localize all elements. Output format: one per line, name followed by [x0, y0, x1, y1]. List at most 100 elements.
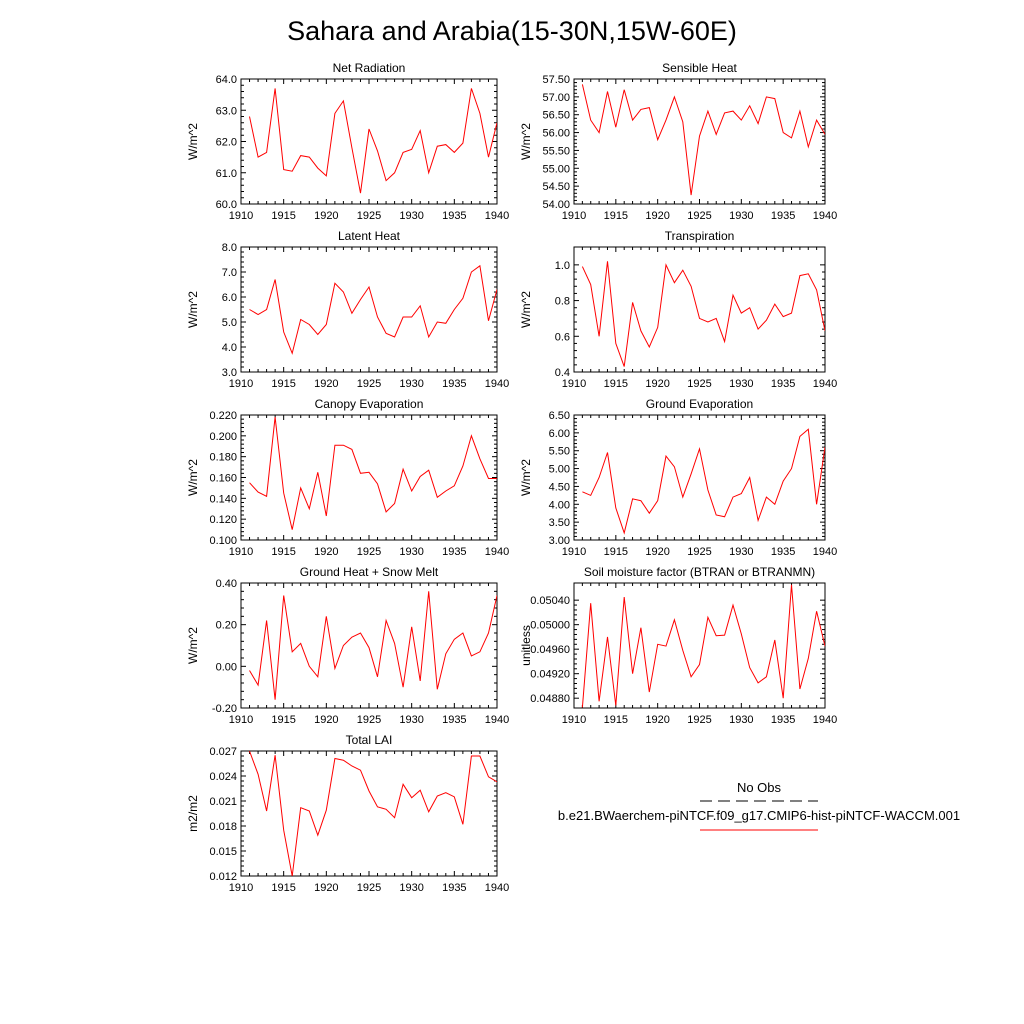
- y-tick-label: 3.0: [222, 367, 237, 379]
- x-tick-label: 1925: [357, 714, 381, 726]
- y-axis-label: W/m^2: [519, 291, 533, 328]
- y-tick-label: 0.024: [209, 771, 237, 783]
- series-line-soil-moisture-factor-btran-or-btranmn: [581, 584, 825, 708]
- panels: 1910 1915 1920 1925 1930 1935 1940 60.0 61.0 62.0…: [186, 61, 837, 894]
- x-tick-label: 1935: [442, 882, 466, 894]
- y-tick-label: 62.0: [216, 137, 237, 149]
- x-tick-label: 1935: [442, 546, 466, 558]
- x-tick-label: 1925: [357, 210, 381, 222]
- x-tick-label: 1915: [604, 546, 628, 558]
- y-tick-label: 3.00: [549, 535, 570, 547]
- x-tick-label: 1935: [442, 378, 466, 390]
- x-tick-label: 1940: [813, 378, 837, 390]
- x-tick-label: 1910: [229, 210, 253, 222]
- panel-latent-heat: 1910 1915 1920 1925 1930 1935 1940 3.0 4.0 5.0 6.0…: [186, 229, 509, 390]
- y-tick-label: 55.50: [542, 145, 570, 157]
- x-tick-label: 1915: [604, 714, 628, 726]
- y-axis-label: W/m^2: [519, 459, 533, 496]
- y-tick-label: 4.0: [222, 342, 237, 354]
- series-line-latent-heat: [249, 264, 497, 355]
- x-tick-label: 1920: [314, 714, 338, 726]
- x-tick-label: 1915: [604, 210, 628, 222]
- panel-title: Net Radiation: [333, 61, 406, 75]
- x-tick-label: 1940: [485, 546, 509, 558]
- y-tick-label: 0.100: [209, 535, 237, 547]
- series-line-sensible-heat: [581, 84, 825, 196]
- panel-title: Ground Heat + Snow Melt: [300, 565, 439, 579]
- plot-frame: [240, 414, 498, 541]
- x-tick-label: 1920: [314, 882, 338, 894]
- panel-title: Sensible Heat: [662, 61, 737, 75]
- y-tick-label: 61.0: [216, 168, 237, 180]
- y-tick-label: 6.00: [549, 428, 570, 440]
- y-axis-label: unitless: [519, 625, 533, 666]
- y-tick-label: 0.200: [209, 431, 237, 443]
- x-tick-label: 1930: [399, 378, 423, 390]
- x-tick-label: 1910: [229, 714, 253, 726]
- x-tick-label: 1925: [357, 546, 381, 558]
- plot-frame: [240, 246, 498, 373]
- x-tick-label: 1910: [562, 210, 586, 222]
- y-tick-label: -0.20: [212, 703, 237, 715]
- y-tick-label: 0.012: [209, 871, 237, 883]
- panel-title: Transpiration: [665, 229, 735, 243]
- y-axis-label: W/m^2: [519, 123, 533, 160]
- x-tick-label: 1935: [771, 714, 795, 726]
- x-tick-label: 1910: [229, 882, 253, 894]
- series-line-canopy-evaporation: [249, 417, 497, 530]
- x-tick-label: 1920: [645, 378, 669, 390]
- y-tick-label: 4.50: [549, 481, 570, 493]
- y-tick-label: 7.0: [222, 267, 237, 279]
- y-tick-label: 0.20: [216, 620, 237, 632]
- y-tick-label: 0.04920: [530, 669, 570, 681]
- panel-title: Latent Heat: [338, 229, 401, 243]
- y-tick-label: 5.00: [549, 464, 570, 476]
- x-tick-label: 1935: [771, 210, 795, 222]
- panel-title: Ground Evaporation: [646, 397, 753, 411]
- x-tick-label: 1940: [813, 210, 837, 222]
- figure-title: Sahara and Arabia(15-30N,15W-60E): [287, 16, 737, 46]
- y-tick-label: 0.160: [209, 473, 237, 485]
- y-tick-label: 0.120: [209, 514, 237, 526]
- panel-sensible-heat: 1910 1915 1920 1925 1930 1935 1940 54.00 54.50 55…: [519, 61, 837, 222]
- x-tick-label: 1930: [729, 714, 753, 726]
- x-tick-label: 1940: [813, 714, 837, 726]
- panel-total-lai: 1910 1915 1920 1925 1930 1935 1940 0.012 0.015 0.…: [186, 733, 509, 894]
- x-tick-label: 1915: [271, 378, 295, 390]
- y-tick-label: 0.4: [555, 367, 570, 379]
- plot-frame: [240, 78, 498, 205]
- x-tick-label: 1920: [645, 546, 669, 558]
- x-tick-label: 1940: [485, 210, 509, 222]
- x-tick-label: 1910: [562, 546, 586, 558]
- x-tick-label: 1940: [813, 546, 837, 558]
- y-tick-label: 54.00: [542, 199, 570, 211]
- series-line-transpiration: [581, 261, 825, 367]
- y-tick-label: 0.05000: [530, 620, 570, 632]
- x-tick-label: 1935: [771, 546, 795, 558]
- x-tick-label: 1935: [771, 378, 795, 390]
- y-tick-label: 63.0: [216, 105, 237, 117]
- x-tick-label: 1940: [485, 378, 509, 390]
- y-tick-label: 5.0: [222, 317, 237, 329]
- y-tick-label: 0.015: [209, 846, 237, 858]
- plot-frame: [573, 246, 826, 373]
- panel-net-radiation: 1910 1915 1920 1925 1930 1935 1940 60.0 61.0 62.0…: [186, 61, 509, 222]
- y-tick-label: 56.50: [542, 110, 570, 122]
- y-tick-label: 64.0: [216, 74, 237, 86]
- y-axis-label: W/m^2: [186, 627, 200, 664]
- legend-obs-label: No Obs: [737, 780, 782, 795]
- x-tick-label: 1940: [485, 882, 509, 894]
- x-tick-label: 1920: [314, 210, 338, 222]
- series-line-ground-heat-snow-melt: [249, 591, 497, 700]
- y-tick-label: 5.50: [549, 446, 570, 458]
- x-tick-label: 1920: [645, 714, 669, 726]
- y-tick-label: 0.40: [216, 578, 237, 590]
- x-tick-label: 1935: [442, 210, 466, 222]
- y-axis-label: W/m^2: [186, 291, 200, 328]
- x-tick-label: 1935: [442, 714, 466, 726]
- y-tick-label: 6.50: [549, 410, 570, 422]
- panel-title: Total LAI: [346, 733, 393, 747]
- x-tick-label: 1925: [687, 210, 711, 222]
- panel-title: Canopy Evaporation: [315, 397, 424, 411]
